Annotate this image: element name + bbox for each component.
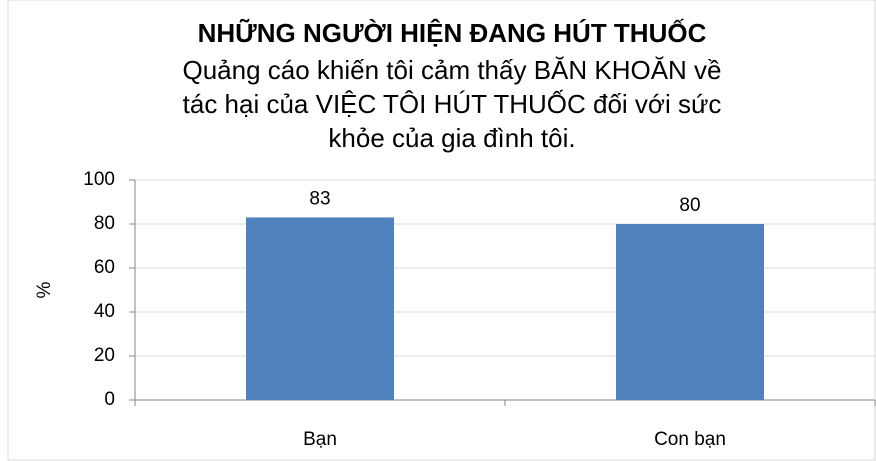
bar xyxy=(616,224,764,400)
chart-subtitle: khỏe của gia đình tôi. xyxy=(328,123,575,153)
data-label: 80 xyxy=(679,195,700,216)
y-tick-label: 80 xyxy=(94,213,115,234)
y-tick-label: 0 xyxy=(104,389,115,410)
chart-subtitle: tác hại của VIỆC TÔI HÚT THUỐC đối với s… xyxy=(183,89,722,119)
y-tick-label: 40 xyxy=(94,301,115,322)
x-tick-label: Bạn xyxy=(303,429,337,450)
y-axis-label: % xyxy=(34,281,55,298)
bar xyxy=(246,217,394,400)
y-tick-label: 20 xyxy=(94,345,115,366)
x-tick-label: Con bạn xyxy=(654,429,726,450)
data-label: 83 xyxy=(309,188,330,209)
y-tick-label: 60 xyxy=(94,257,115,278)
y-tick-label: 100 xyxy=(83,169,115,190)
chart-subtitle: Quảng cáo khiến tôi cảm thấy BĂN KHOĂN v… xyxy=(182,55,721,85)
chart-title: NHỮNG NGƯỜI HIỆN ĐANG HÚT THUỐC xyxy=(198,18,707,48)
